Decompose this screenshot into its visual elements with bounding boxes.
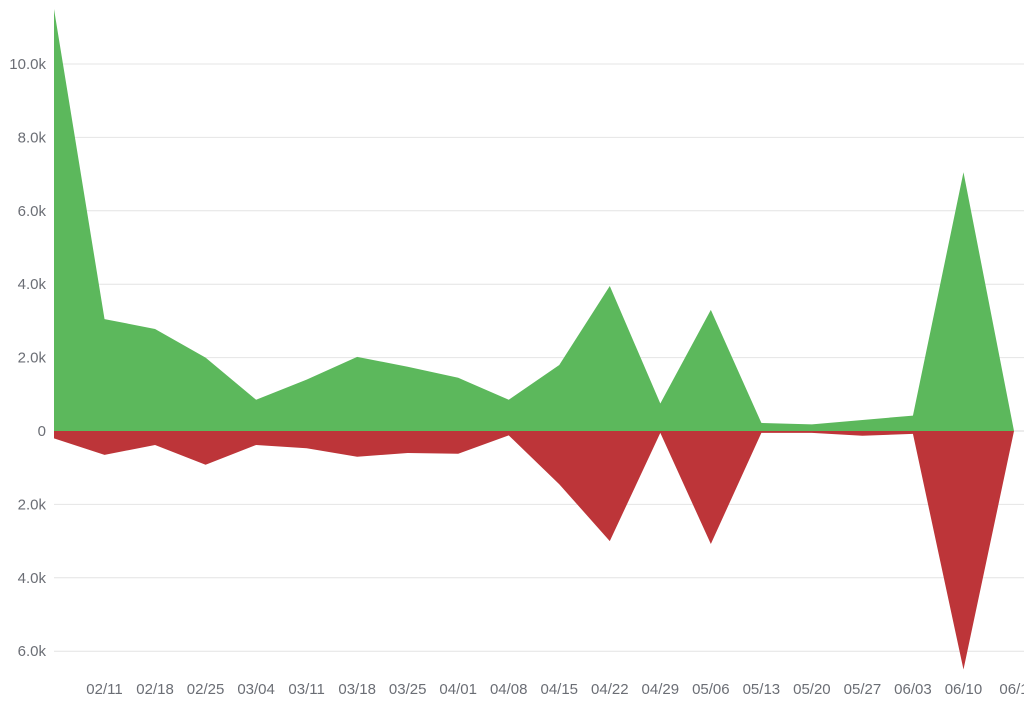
x-tick-label: 04/15 [540, 681, 578, 698]
x-tick-label: 06/03 [894, 681, 932, 698]
x-tick-label: 03/11 [288, 681, 324, 698]
y-tick-label: 8.0k [18, 129, 47, 146]
y-tick-label: 0 [38, 423, 46, 440]
x-tick-label: 05/06 [692, 681, 730, 698]
y-axis: 10.0k 8.0k 6.0k 4.0k 2.0k 0 2.0k 4.0k 6.0k [9, 56, 46, 660]
x-tick-label: 06/10 [945, 681, 983, 698]
x-tick-label: 04/08 [490, 681, 528, 698]
x-tick-label: 03/18 [338, 681, 376, 698]
x-tick-label: 05/13 [743, 681, 781, 698]
x-tick-label: 03/25 [389, 681, 427, 698]
x-tick-label: 04/01 [439, 681, 477, 698]
x-tick-label: 06/1 [999, 681, 1024, 698]
plot-area [54, 8, 1014, 670]
x-tick-label: 05/20 [793, 681, 831, 698]
y-tick-label: 2.0k [18, 496, 47, 513]
y-tick-label: 6.0k [18, 203, 47, 220]
y-tick-label: 10.0k [9, 56, 46, 73]
x-tick-label: 02/11 [86, 681, 122, 698]
x-axis: 02/11 02/18 02/25 03/04 03/11 03/18 03/25 04/01… [86, 681, 1024, 698]
x-tick-label: 04/22 [591, 681, 629, 698]
x-tick-label: 03/04 [237, 681, 275, 698]
y-tick-label: 4.0k [18, 276, 47, 293]
y-tick-label: 2.0k [18, 350, 47, 367]
y-tick-label: 6.0k [18, 643, 47, 660]
x-tick-label: 04/29 [642, 681, 680, 698]
x-tick-label: 02/18 [136, 681, 174, 698]
y-tick-label: 4.0k [18, 570, 47, 587]
series-area-1 [54, 431, 1014, 670]
series-area-0 [54, 8, 1014, 431]
x-tick-label: 02/25 [187, 681, 225, 698]
x-tick-label: 05/27 [844, 681, 882, 698]
